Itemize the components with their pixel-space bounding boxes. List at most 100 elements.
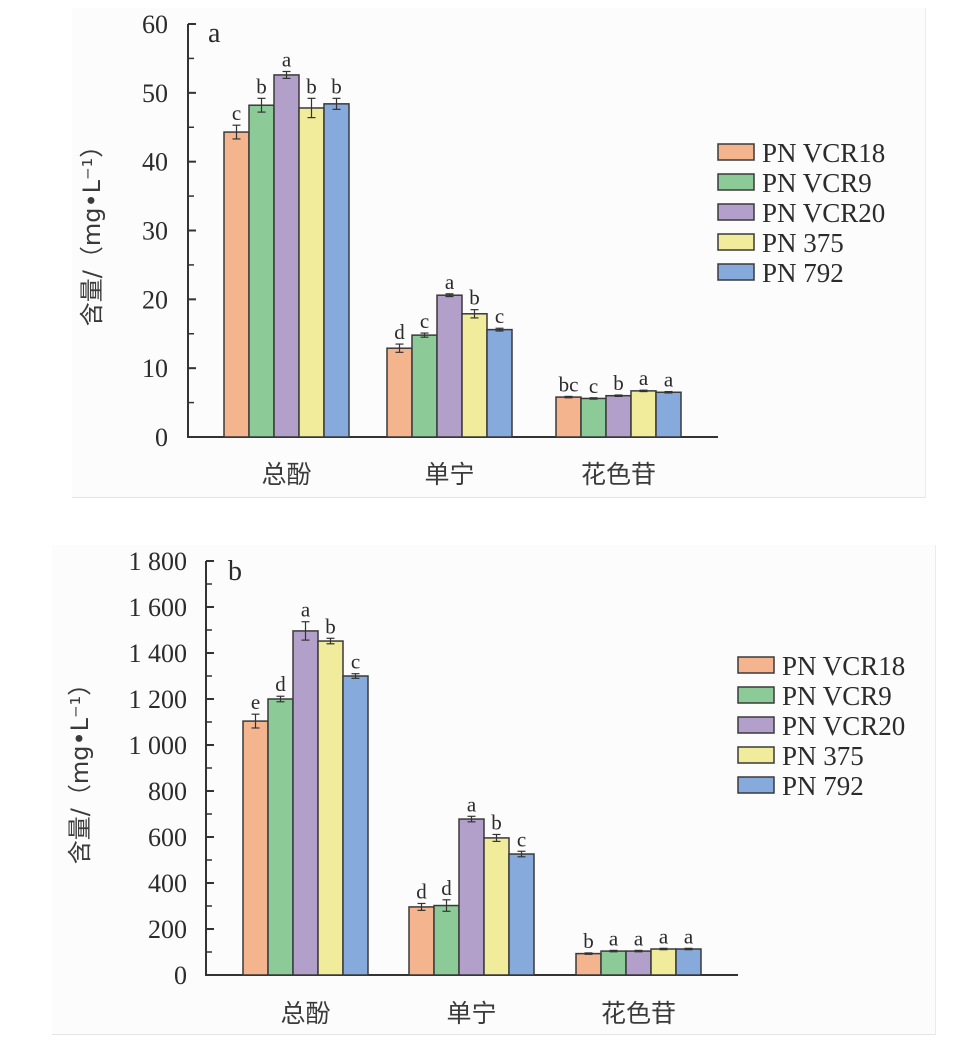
bar [248,104,275,438]
legend-label: PN VCR9 [762,168,872,198]
y-tick-label: 0 [155,423,168,452]
significance-label: b [491,810,502,834]
significance-label: b [306,74,317,98]
significance-label: b [331,74,342,98]
legend-swatch [737,656,775,674]
bar [461,313,488,438]
significance-label: a [467,792,477,816]
significance-label: a [301,598,311,622]
bar [555,396,582,438]
significance-label: b [325,614,336,638]
significance-label: a [684,924,694,948]
bar [323,103,350,438]
legend-label: PN VCR18 [762,138,885,168]
bar [408,906,435,976]
significance-label: d [275,672,286,696]
legend-swatch [737,686,775,704]
significance-label: e [251,690,260,714]
bar [436,294,463,438]
significance-label: d [441,876,452,900]
category-label: 总酚 [261,460,311,489]
y-tick-label: 800 [148,777,187,806]
y-tick-label: 0 [174,961,187,990]
significance-label: d [416,879,427,903]
legend-swatch [717,263,755,281]
bar [433,904,460,976]
bar [317,640,344,976]
y-axis-label: 含量/（mg•L⁻¹） [78,134,106,327]
significance-label: bc [559,372,579,396]
bar [483,837,510,976]
category-label: 单宁 [424,460,474,489]
y-tick-label: 400 [148,869,187,898]
legend-label: PN VCR9 [782,681,892,711]
significance-label: c [517,827,526,851]
significance-label: c [589,374,598,398]
panel-tag: a [208,18,221,49]
legend-swatch [717,143,755,161]
y-tick-label: 50 [142,79,168,108]
significance-label: a [639,366,649,390]
category-label: 单宁 [446,999,496,1028]
legend-swatch [737,716,775,734]
significance-label: b [613,371,624,395]
y-tick-label: 1 000 [129,731,188,760]
significance-label: a [445,270,455,294]
legend-label: PN 792 [762,258,844,288]
y-tick-label: 200 [148,915,187,944]
y-tick-label: 30 [142,217,168,246]
legend-label: PN 375 [762,228,844,258]
bar [292,630,319,976]
legend-swatch [717,233,755,251]
y-axis-label: 含量/（mg•L⁻¹） [66,672,94,865]
y-tick-label: 1 800 [129,547,188,576]
y-tick-label: 1 600 [129,593,188,622]
bar [605,394,632,438]
bar [580,397,607,438]
panel-b-chart: 0 200 400 600 800 1 000 1 200 1 400 1 600 1 800 b 含… [66,547,905,1028]
legend-swatch [717,203,755,221]
y-tick-label: 40 [142,148,168,177]
significance-label: b [469,286,480,310]
category-label: 花色苷 [601,999,676,1028]
significance-label: b [583,929,594,953]
y-tick-label: 20 [142,285,168,314]
bar [411,334,438,438]
significance-label: a [659,924,669,948]
panel-tag: b [228,556,242,587]
y-tick-label: 10 [142,354,168,383]
bar [273,74,300,438]
y-tick-label: 1 400 [129,639,188,668]
bar [600,950,627,976]
bar [298,107,325,438]
significance-label: a [634,926,644,950]
bar [486,328,513,438]
legend-label: PN VCR20 [782,711,905,741]
y-tick-label: 600 [148,823,187,852]
bar [508,853,535,976]
legend-label: PN 375 [782,741,864,771]
legend-label: PN 792 [782,771,864,801]
category-label: 花色苷 [581,460,656,489]
significance-label: c [420,309,429,333]
legend-swatch [737,776,775,794]
legend-swatch [737,746,775,764]
bar [223,131,250,438]
significance-label: d [394,320,405,344]
y-tick-label: 60 [142,10,168,39]
significance-label: c [495,304,504,328]
bar [675,948,702,976]
significance-label: b [256,74,267,98]
bar [242,720,269,976]
bar [630,390,657,438]
bar [625,950,652,976]
legend-swatch [717,173,755,191]
legend-label: PN VCR20 [762,198,885,228]
bar [342,675,369,976]
bar [267,698,294,976]
bar [458,818,485,976]
significance-label: a [664,368,674,392]
significance-label: c [351,650,360,674]
